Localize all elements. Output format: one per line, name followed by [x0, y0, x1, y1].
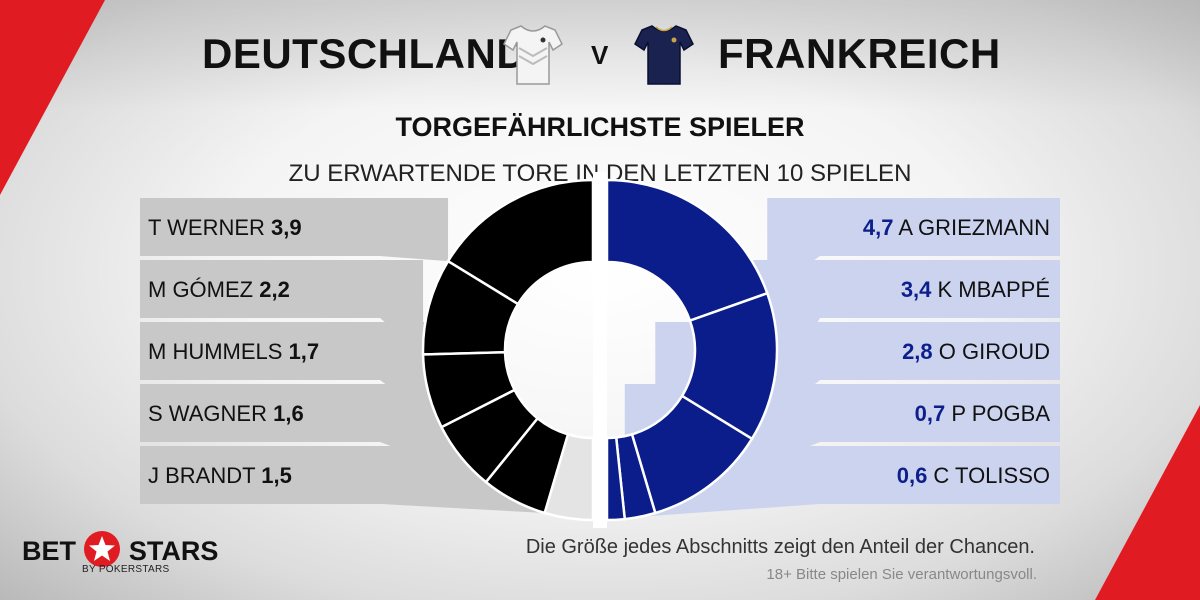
de-player-value-1: 2,2	[259, 277, 290, 302]
fr-player-name-0: 4,7 A GRIEZMANN	[863, 215, 1050, 240]
de-player-value-0: 3,9	[271, 215, 302, 240]
footnote: Die Größe jedes Abschnitts zeigt den Ant…	[525, 536, 1035, 558]
fr-player-name-2: 2,8 O GIROUD	[902, 339, 1050, 364]
de-player-name-4: J BRANDT 1,5	[148, 463, 292, 488]
de-player-name-0: T WERNER 3,9	[148, 215, 302, 240]
fr-player-label-4: C TOLISSO	[927, 463, 1050, 488]
versus-label: V	[591, 40, 609, 70]
team-left-name: DEUTSCHLAND	[202, 30, 528, 77]
germany-white-jersey-icon	[503, 25, 563, 85]
bottom-right-red-corner	[1095, 405, 1200, 600]
fr-player-name-4: 0,6 C TOLISSO	[897, 463, 1050, 488]
de-player-value-2: 1,7	[289, 339, 320, 364]
star-icon	[84, 531, 121, 567]
fr-player-label-0: A GRIEZMANN	[894, 215, 1050, 240]
de-player-name-3: S WAGNER 1,6	[148, 401, 304, 426]
fr-player-name-1: 3,4 K MBAPPÉ	[901, 277, 1050, 302]
fr-player-value-1: 3,4	[901, 277, 932, 302]
fr-player-value-0: 4,7	[863, 215, 894, 240]
de-player-panel-4	[140, 446, 545, 513]
de-player-name-1: M GÓMEZ 2,2	[148, 277, 290, 302]
fr-player-value-4: 0,6	[897, 463, 928, 488]
de-player-panel-0	[140, 198, 449, 262]
team-right-name: FRANKREICH	[718, 30, 1001, 77]
de-player-panel-2	[140, 322, 442, 428]
de-player-value-3: 1,6	[273, 401, 304, 426]
fr-player-label-3: P POGBA	[945, 401, 1050, 426]
betstars-logo: BET STARS BY POKERSTARS	[22, 530, 219, 575]
fr-player-panel-1	[751, 260, 1060, 439]
stadium-backdrop	[0, 0, 1200, 110]
fr-player-value-3: 0,7	[915, 401, 946, 426]
de-player-name-2: M HUMMELS 1,7	[148, 339, 319, 364]
disclaimer: 18+ Bitte spielen Sie verantwortungsvoll…	[766, 566, 1037, 583]
de-player-panel-3	[140, 384, 487, 483]
logo-text-left: BET	[22, 536, 76, 566]
fr-segment-0	[605, 178, 769, 323]
logo-subtext: BY POKERSTARS	[82, 564, 170, 575]
de-player-panel-1	[140, 260, 424, 355]
de-player-value-4: 1,5	[261, 463, 292, 488]
chart-title: TORGEFÄHRLICHSTE SPIELER	[395, 112, 805, 142]
fr-player-label-2: O GIROUD	[933, 339, 1050, 364]
fr-player-panel-0	[767, 198, 1060, 294]
fr-player-label-1: K MBAPPÉ	[931, 277, 1050, 302]
top-left-red-corner	[0, 0, 105, 195]
fr-player-value-2: 2,8	[902, 339, 933, 364]
france-navy-jersey-icon	[634, 25, 694, 85]
logo-text-right: STARS	[128, 536, 219, 566]
fr-player-name-3: 0,7 P POGBA	[915, 401, 1051, 426]
